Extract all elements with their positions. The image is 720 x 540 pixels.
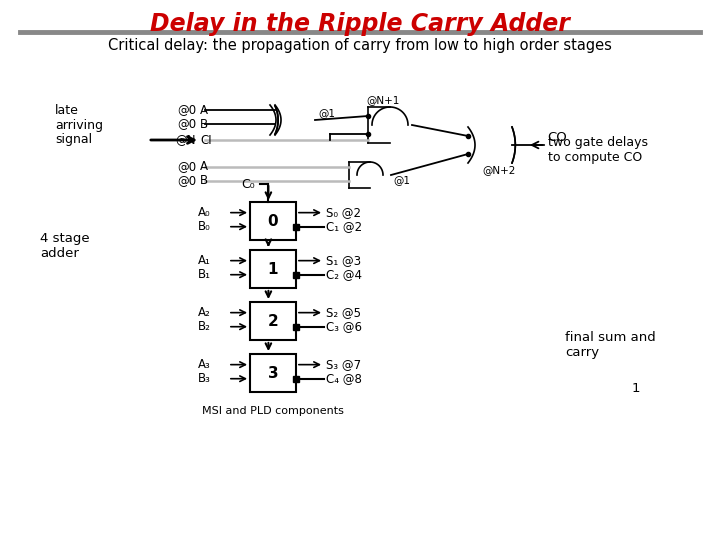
Text: C₂ @4: C₂ @4 — [326, 268, 362, 281]
Text: 1: 1 — [632, 381, 641, 395]
Text: S₀ @2: S₀ @2 — [326, 206, 361, 219]
Text: B: B — [200, 118, 208, 131]
Text: B: B — [200, 174, 208, 187]
Text: A: A — [200, 104, 208, 117]
Text: 3: 3 — [268, 366, 279, 381]
Text: A₁: A₁ — [198, 254, 211, 267]
Text: C₀: C₀ — [242, 178, 255, 191]
Text: Critical delay: the propagation of carry from low to high order stages: Critical delay: the propagation of carry… — [108, 38, 612, 53]
Text: C₁ @2: C₁ @2 — [326, 220, 362, 233]
Text: A: A — [200, 160, 208, 173]
FancyBboxPatch shape — [250, 302, 296, 340]
Text: @N: @N — [176, 133, 196, 146]
Text: late
arriving
signal: late arriving signal — [55, 104, 103, 146]
Text: 4 stage
adder: 4 stage adder — [40, 232, 89, 260]
Text: @0: @0 — [177, 104, 196, 117]
Text: C₃ @6: C₃ @6 — [326, 320, 362, 333]
Text: 0: 0 — [268, 213, 279, 228]
Text: @N+2: @N+2 — [482, 165, 516, 175]
Text: two gate delays
to compute CO: two gate delays to compute CO — [548, 136, 648, 164]
Text: @0: @0 — [177, 174, 196, 187]
Text: @N+1: @N+1 — [366, 95, 400, 105]
Text: 1: 1 — [268, 261, 278, 276]
Text: final sum and
carry: final sum and carry — [565, 331, 656, 359]
Text: C₄ @8: C₄ @8 — [326, 372, 362, 385]
FancyBboxPatch shape — [250, 354, 296, 392]
Text: @0: @0 — [177, 160, 196, 173]
Text: A₃: A₃ — [198, 358, 211, 371]
Text: @0: @0 — [177, 118, 196, 131]
Text: S₂ @5: S₂ @5 — [326, 306, 361, 319]
Text: 2: 2 — [268, 314, 279, 328]
Text: MSI and PLD components: MSI and PLD components — [202, 406, 344, 416]
Text: S₃ @7: S₃ @7 — [326, 358, 361, 371]
Text: CO: CO — [547, 131, 567, 144]
Text: B₁: B₁ — [198, 268, 211, 281]
Text: @1: @1 — [318, 108, 335, 118]
Text: CI: CI — [200, 133, 212, 146]
Text: A₀: A₀ — [198, 206, 211, 219]
Text: @1: @1 — [393, 175, 410, 185]
Text: B₂: B₂ — [198, 320, 211, 333]
FancyBboxPatch shape — [250, 202, 296, 240]
Text: S₁ @3: S₁ @3 — [326, 254, 361, 267]
FancyBboxPatch shape — [250, 250, 296, 288]
Text: A₂: A₂ — [198, 306, 211, 319]
Text: B₃: B₃ — [198, 372, 211, 385]
Text: B₀: B₀ — [198, 220, 211, 233]
Text: Delay in the Ripple Carry Adder: Delay in the Ripple Carry Adder — [150, 12, 570, 36]
